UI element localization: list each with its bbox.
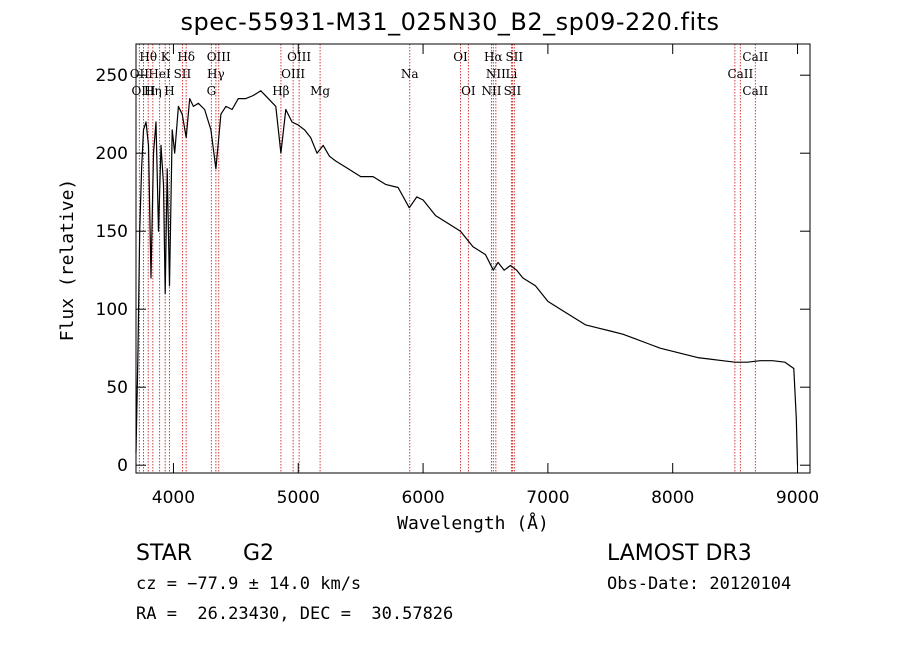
spectral-line-label: Hη — [144, 84, 162, 98]
spectral-line-label: CaII — [742, 50, 768, 64]
spectral-line-label: Na — [401, 67, 419, 81]
spectral-line-label: Hβ — [272, 84, 289, 98]
spectral-line-label: NII — [481, 84, 501, 98]
plot-frame — [135, 43, 811, 474]
spectral-line-label: CaII — [727, 67, 753, 81]
spectral-line-label: OIII — [207, 50, 231, 64]
y-axis-label: Flux (relative) — [57, 179, 78, 342]
object-subclass: G2 — [243, 541, 275, 566]
spectral-line-label: HeI — [148, 67, 171, 81]
survey-name: LAMOST DR3 — [607, 541, 752, 566]
x-tick-label: 9000 — [776, 488, 819, 508]
coordinates: RA = 26.23430, DEC = 30.57826 — [136, 604, 454, 624]
spectral-line-label: G — [207, 84, 217, 98]
spectral-line-label: OI — [461, 84, 476, 98]
spectral-line-label: SII — [174, 67, 192, 81]
spectral-line-label: SII — [504, 84, 522, 98]
spectral-line-label: Mg — [310, 84, 330, 98]
chart-title: spec-55931-M31_025N30_B2_sp09-220.fits — [180, 8, 720, 36]
object-class: STAR — [136, 541, 193, 566]
x-tick-label: 5000 — [277, 488, 320, 508]
y-tick-label: 100 — [96, 300, 128, 320]
spectral-line-label: CaII — [742, 84, 768, 98]
spectral-line-label: OIII — [287, 50, 311, 64]
spectral-line-label: OI — [453, 50, 468, 64]
y-tick-label: 150 — [96, 222, 128, 242]
spectral-line-label: OII — [130, 67, 150, 81]
spectral-line-label: H — [164, 84, 174, 98]
spectral-line-label: K — [161, 50, 171, 64]
spectral-line-label: Hθ — [139, 50, 157, 64]
observation-date: Obs-Date: 20120104 — [607, 574, 792, 594]
y-tick-label: 200 — [96, 144, 128, 164]
line-markers — [138, 44, 756, 473]
y-tick-label: 0 — [117, 456, 128, 476]
y-tick-label: 50 — [106, 378, 128, 398]
spectral-line-label: SII — [505, 50, 523, 64]
axis-ticks: 4000 5000 6000 7000 8000 9000 0 50 100 150 200 250 — [96, 44, 819, 508]
spectral-line-label: OIII — [281, 67, 305, 81]
spectral-line-label: Li — [506, 67, 518, 81]
spectral-line-label: OIII — [131, 84, 155, 98]
x-tick-label: 4000 — [152, 488, 195, 508]
x-tick-label: 8000 — [651, 488, 694, 508]
spectral-line-label: Hγ — [207, 67, 225, 81]
spectral-line-label: NII — [486, 67, 506, 81]
spectrum-line — [135, 90, 799, 466]
y-tick-label: 250 — [96, 66, 128, 86]
series-layer — [135, 90, 799, 466]
x-axis-label: Wavelength (Å) — [397, 512, 549, 534]
x-tick-label: 6000 — [401, 488, 444, 508]
x-tick-label: 7000 — [526, 488, 569, 508]
radial-velocity: cz = −77.9 ± 14.0 km/s — [136, 574, 362, 594]
spectral-line-label: Hα — [484, 50, 503, 64]
spectral-line-label: Hδ — [177, 50, 195, 64]
